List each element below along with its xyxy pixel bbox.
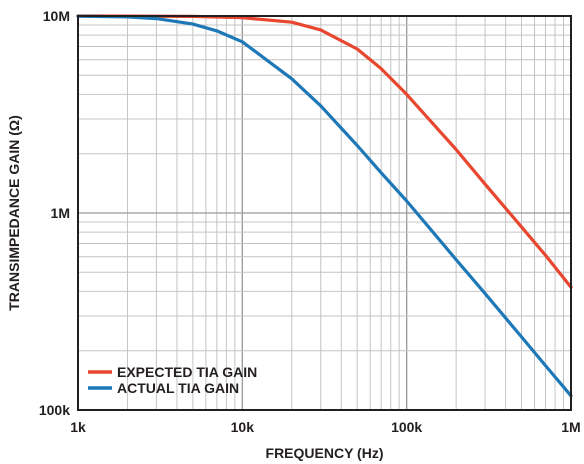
y-tick-label: 100k (39, 402, 70, 418)
x-tick-label: 10k (231, 419, 255, 435)
y-axis-title: TRANSIMPEDANCE GAIN (Ω) (6, 115, 22, 311)
grid (77, 15, 572, 411)
x-tick-label: 1k (70, 419, 86, 435)
series-lines (76, 14, 573, 398)
x-axis-title: FREQUENCY (Hz) (266, 445, 384, 461)
x-tick-labels: 1k 10k 100k 1M (70, 419, 581, 435)
legend: EXPECTED TIA GAIN ACTUAL TIA GAIN (88, 364, 257, 396)
y-tick-labels: 100k 1M 10M (39, 8, 70, 418)
y-tick-label: 10M (43, 8, 70, 24)
series-line-actual (76, 14, 573, 398)
series-line-expected (76, 14, 573, 289)
legend-label-actual: ACTUAL TIA GAIN (117, 380, 239, 396)
y-tick-label: 1M (51, 205, 70, 221)
plot-frame (77, 15, 572, 411)
x-tick-label: 1M (561, 419, 580, 435)
x-tick-label: 100k (391, 419, 422, 435)
legend-label-expected: EXPECTED TIA GAIN (117, 364, 257, 380)
